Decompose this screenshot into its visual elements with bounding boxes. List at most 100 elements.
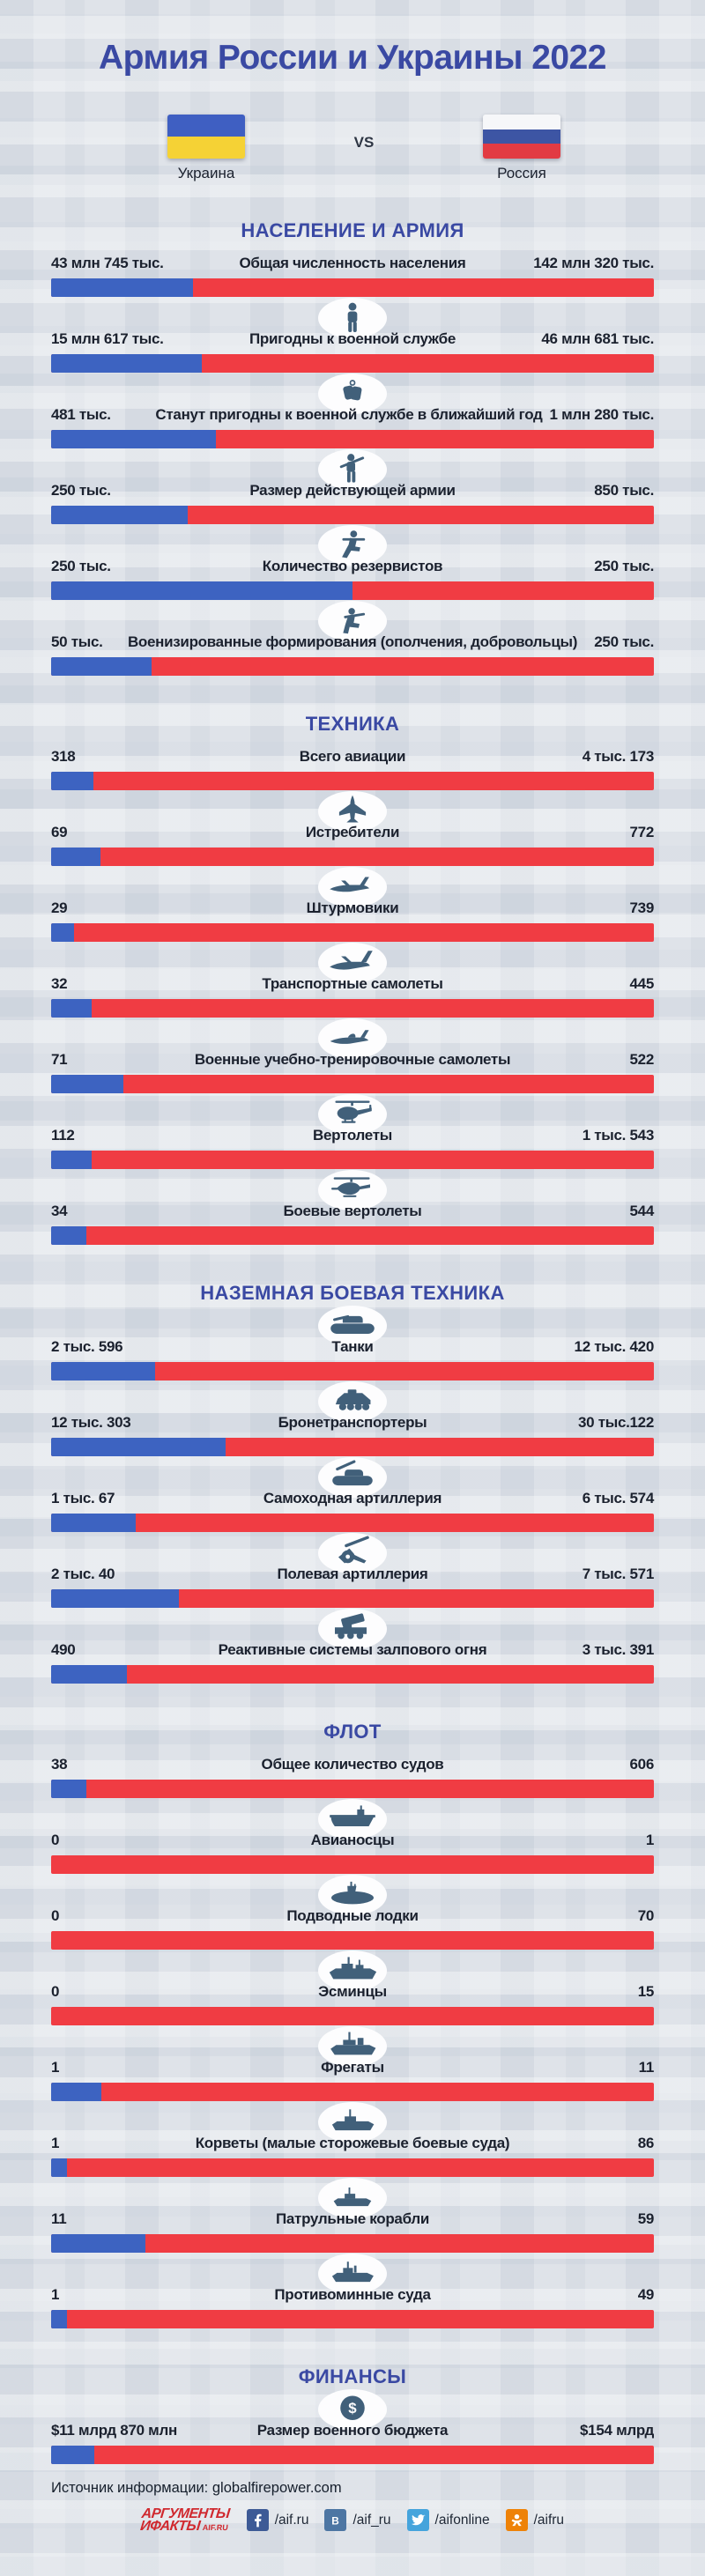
stat-row: 29 Штурмовики 739	[51, 866, 654, 942]
row-icon-wrap	[51, 524, 654, 566]
row-labels: 71 Военные учебно-тренировочные самолеты 5…	[51, 1049, 654, 1069]
row-icon-wrap	[51, 1950, 654, 1991]
ukraine-bar-segment	[51, 1589, 180, 1608]
row-labels: 69 Истребители 772	[51, 822, 654, 841]
row-icon-wrap	[51, 866, 654, 907]
crouching-soldier-icon	[318, 601, 387, 641]
russia-flag	[483, 115, 560, 159]
stat-label: Размер военного бюджета	[256, 2422, 449, 2439]
social-link[interactable]: /aif.ru	[246, 2509, 309, 2532]
ukraine-label: Украина	[177, 165, 235, 181]
ratio-bar	[51, 1438, 654, 1456]
russia-value: 445	[629, 975, 655, 992]
ukraine-bar-segment	[51, 1226, 87, 1245]
russia-value: 12 тыс. 420	[574, 1338, 655, 1355]
russia-value: 70	[637, 1907, 655, 1924]
stat-label: Количество резервистов	[262, 558, 443, 574]
russia-value: 86	[637, 2135, 655, 2151]
stat-row: 1 Фрегаты 11	[51, 2025, 654, 2101]
row-labels: 12 тыс. 303 Бронетранспортеры 30 тыс.122	[51, 1412, 654, 1432]
stat-row: 32 Транспортные самолеты 445	[51, 942, 654, 1018]
attack-aircraft-icon	[318, 867, 387, 907]
stat-row: 12 тыс. 303 Бронетранспортеры 30 тыс.122	[51, 1381, 654, 1456]
row-labels: 250 тыс. Количество резервистов 250 тыс.	[51, 556, 654, 575]
destroyer-icon	[318, 1951, 387, 1991]
social-link[interactable]: B/aif_ru	[324, 2509, 391, 2532]
row-labels: 318 Всего авиации 4 тыс. 173	[51, 746, 654, 766]
russia-value: 4 тыс. 173	[582, 748, 655, 765]
dollar-icon: $	[318, 2389, 387, 2430]
ukraine-value: 1	[51, 2135, 60, 2151]
social-handle[interactable]: /aif_ru	[352, 2512, 391, 2528]
row-labels: 43 млн 745 тыс. Общая численность населен…	[51, 253, 654, 272]
ukraine-value: 11	[51, 2210, 67, 2227]
row-labels: 1 Фрегаты 11	[51, 2057, 654, 2076]
twitter-icon[interactable]	[406, 2509, 429, 2532]
ukraine-value: 0	[51, 1983, 60, 2000]
aif-logo-suffix: AIF.RU	[202, 2522, 229, 2532]
row-labels: 38 Общее количество судов 606	[51, 1754, 654, 1773]
facebook-icon[interactable]	[246, 2509, 269, 2532]
row-icon-wrap	[51, 1305, 654, 1346]
ukraine-value: 12 тыс. 303	[51, 1414, 131, 1431]
stat-label: Эсминцы	[318, 1983, 387, 2000]
russia-value: 739	[629, 899, 655, 916]
ratio-bar	[51, 581, 654, 600]
social-handle[interactable]: /aifonline	[434, 2512, 490, 2528]
stat-label: Станут пригодны к военной службе в ближа…	[155, 406, 543, 423]
stat-row: 0 Подводные лодки 70	[51, 1874, 654, 1950]
ukraine-bar-segment	[51, 2083, 101, 2101]
row-icon-wrap	[51, 2101, 654, 2143]
infographic-page: Армия России и Украины 2022 Украина VS Р…	[0, 39, 705, 2576]
stat-label: Общая численность населения	[239, 255, 466, 271]
stat-label: Истребители	[305, 824, 400, 840]
patrol-ship-icon	[318, 2178, 387, 2218]
stat-label: Противоминные суда	[274, 2286, 431, 2303]
vk-icon[interactable]: B	[324, 2509, 347, 2532]
row-icon-wrap	[51, 1798, 654, 1839]
row-labels: 11 Патрульные корабли 59	[51, 2209, 654, 2228]
ukraine-value: 481 тыс.	[51, 406, 111, 423]
social-handle[interactable]: /aif.ru	[274, 2512, 309, 2528]
ukraine-bar-segment	[51, 1665, 128, 1684]
odnoklassniki-icon[interactable]	[505, 2509, 528, 2532]
submarine-icon	[318, 1875, 387, 1915]
russia-value: 3 тыс. 391	[582, 1641, 655, 1658]
fighter-jet-icon	[318, 791, 387, 832]
russia-value: 250 тыс.	[594, 558, 654, 574]
stat-row: 490 Реактивные системы залпового огня 3 ты…	[51, 1608, 654, 1684]
row-labels: 15 млн 617 тыс. Пригодны к военной службе…	[51, 329, 654, 348]
ukraine-value: 0	[51, 1832, 60, 1848]
stat-label: Транспортные самолеты	[262, 975, 443, 992]
stat-label: Подводные лодки	[286, 1907, 419, 1924]
transport-plane-icon	[318, 943, 387, 983]
section-title: НАЗЕМНАЯ БОЕВАЯ ТЕХНИКА	[200, 1282, 505, 1304]
social-link[interactable]: /aifru	[505, 2509, 565, 2532]
stat-row: 34 Боевые вертолеты 544	[51, 1169, 654, 1245]
ukraine-flag-block: Украина	[153, 115, 259, 182]
social-handle[interactable]: /aifru	[533, 2512, 565, 2528]
russia-value: 59	[637, 2210, 655, 2227]
row-icon-wrap	[51, 1381, 654, 1422]
social-links: /aif.ru B/aif_ru/aifonline/aifru	[246, 2509, 565, 2532]
ratio-bar	[51, 1589, 654, 1608]
self-propelled-artillery-icon	[318, 1457, 387, 1498]
row-icon-wrap	[51, 1608, 654, 1649]
ratio-bar	[51, 1151, 654, 1169]
row-icon-wrap	[51, 2177, 654, 2218]
ratio-bar	[51, 430, 654, 448]
ukraine-value: $11 млрд 870 млн	[51, 2422, 177, 2439]
stat-label: Полевая артиллерия	[277, 1566, 428, 1582]
dog-tags-icon	[318, 374, 387, 414]
ukraine-bar-segment	[51, 999, 92, 1018]
ukraine-value: 1 тыс. 67	[51, 1490, 115, 1506]
aif-logo: АРГУМЕНТЫ ИФАКТЫ AIF.RU	[139, 2506, 230, 2534]
section-title: ФИНАНСЫ	[298, 2365, 407, 2387]
ratio-bar	[51, 999, 654, 1018]
social-link[interactable]: /aifonline	[406, 2509, 490, 2532]
row-icon-wrap	[51, 1169, 654, 1210]
russia-flag-blue-stripe	[483, 129, 560, 144]
ukraine-value: 15 млн 617 тыс.	[51, 330, 164, 347]
row-icon-wrap	[51, 600, 654, 641]
row-labels: 34 Боевые вертолеты 544	[51, 1201, 654, 1220]
